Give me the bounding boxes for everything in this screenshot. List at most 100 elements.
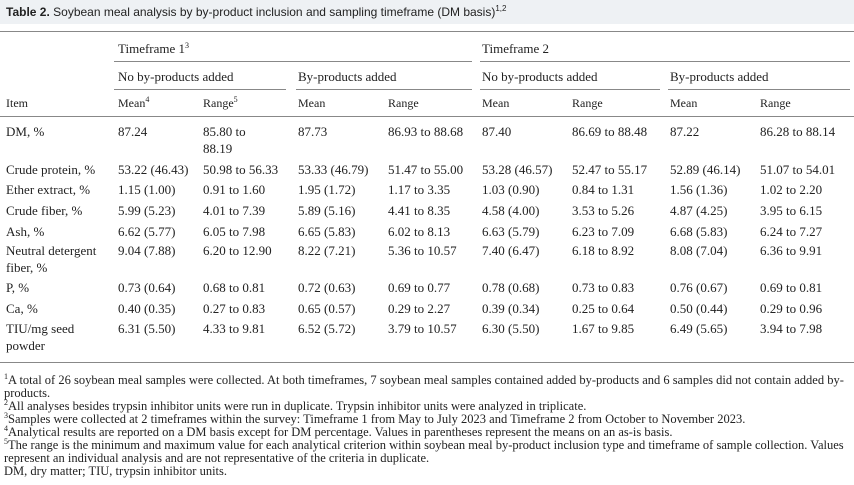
cell: 6.02 to 8.13 [388, 224, 451, 239]
timeframe-header: Timeframe 2 [482, 40, 549, 57]
cell: 4.41 to 8.35 [388, 203, 451, 218]
cell: 8.08 (7.04) [670, 243, 728, 258]
footnote: 5The range is the minimum and maximum va… [4, 437, 844, 465]
footnote-marker: 5 [4, 437, 8, 446]
rule [0, 31, 854, 32]
footnote-marker: 2 [4, 398, 8, 407]
cell: 6.05 to 7.98 [203, 224, 266, 239]
cell: 0.84 to 1.31 [572, 182, 635, 197]
timeframe-header: Timeframe 13 [118, 40, 189, 57]
cell: 3.79 to 10.57 [388, 321, 457, 336]
cell: 51.47 to 55.00 [388, 162, 464, 177]
cell: 1.95 (1.72) [298, 182, 356, 197]
cell: 87.22 [670, 124, 700, 139]
cell: 1.02 to 2.20 [760, 182, 823, 197]
column-header-text: Range [203, 96, 234, 110]
cell: 85.80 to 88.19 [203, 124, 246, 156]
footnote: 2All analyses besides trypsin inhibitor … [4, 398, 844, 413]
footnote-text: The range is the minimum and maximum val… [4, 438, 844, 465]
column-header-text: Range [760, 96, 791, 110]
cell: 6.31 (5.50) [118, 321, 176, 336]
column-header-text: Mean [482, 96, 510, 110]
column-header-text: Range [388, 96, 419, 110]
column-header-text: Mean [118, 96, 146, 110]
cell: 6.68 (5.83) [670, 224, 728, 239]
column-header-text: Mean [670, 96, 698, 110]
cell: 5.36 to 10.57 [388, 243, 457, 258]
cell: 0.39 (0.34) [482, 301, 540, 316]
column-header: Range [760, 95, 791, 112]
cell: 5.99 (5.23) [118, 203, 176, 218]
cell: 0.91 to 1.60 [203, 182, 266, 197]
item-header: Item [6, 96, 28, 110]
cell: 0.40 (0.35) [118, 301, 176, 316]
cell: 5.89 (5.16) [298, 203, 356, 218]
timeframe-header-text: Timeframe 2 [482, 41, 550, 56]
cell: 1.15 (1.00) [118, 182, 176, 197]
cell: 0.65 (0.57) [298, 301, 356, 316]
column-header: Mean4 [118, 95, 149, 112]
cell: 0.50 (0.44) [670, 301, 728, 316]
column-header: Range [572, 95, 603, 112]
rule [296, 89, 472, 90]
column-header-sup: 5 [233, 95, 238, 104]
footnote-marker: 4 [4, 424, 8, 433]
row-label: Neutral detergent fiber, % [6, 243, 97, 275]
cell: 3.95 to 6.15 [760, 203, 823, 218]
row-label: P, % [6, 280, 30, 295]
cell: 0.69 to 0.81 [760, 280, 823, 295]
row-label: Ca, % [6, 301, 38, 316]
cell: 4.01 to 7.39 [203, 203, 266, 218]
cell: 6.20 to 12.90 [203, 243, 272, 258]
rule [0, 116, 854, 117]
cell: 86.93 to 88.68 [388, 124, 464, 139]
rule [480, 89, 660, 90]
rule [668, 89, 850, 90]
cell: 0.29 to 2.27 [388, 301, 451, 316]
group-header: By-products added [298, 69, 397, 84]
title-sup: 1,2 [495, 4, 507, 13]
row-label: Ash, % [6, 224, 45, 239]
column-header: Mean [670, 95, 697, 112]
row-label: Ether extract, % [6, 182, 91, 197]
cell: 0.72 (0.63) [298, 280, 356, 295]
rule [0, 362, 854, 363]
cell: 87.40 [482, 124, 512, 139]
column-header-text: Mean [298, 96, 326, 110]
footnote-text: All analyses besides trypsin inhibitor u… [8, 399, 587, 413]
cell: 7.40 (6.47) [482, 243, 540, 258]
rule [114, 89, 286, 90]
cell: 6.62 (5.77) [118, 224, 176, 239]
column-header: Mean [482, 95, 509, 112]
cell: 4.58 (4.00) [482, 203, 540, 218]
row-label: TIU/mg seed powder [6, 321, 75, 353]
column-header: Range [388, 95, 419, 112]
timeframe-header-sup: 3 [185, 41, 190, 50]
cell: 0.69 to 0.77 [388, 280, 451, 295]
footnote: 1A total of 26 soybean meal samples were… [4, 372, 844, 400]
cell: 1.56 (1.36) [670, 182, 728, 197]
footnote: 3Samples were collected at 2 timeframes … [4, 411, 844, 426]
footnote-marker: 1 [4, 372, 8, 381]
column-header-text: Range [572, 96, 603, 110]
cell: 50.98 to 56.33 [203, 162, 279, 177]
row-label: Crude protein, % [6, 162, 96, 177]
cell: 1.67 to 9.85 [572, 321, 635, 336]
cell: 53.28 (46.57) [482, 162, 553, 177]
group-header: No by-products added [482, 69, 598, 84]
cell: 86.69 to 88.48 [572, 124, 648, 139]
rule [114, 61, 472, 62]
footnote: 4Analytical results are reported on a DM… [4, 424, 844, 439]
footnote: DM, dry matter; TIU, trypsin inhibitor u… [4, 465, 844, 478]
cell: 0.73 to 0.83 [572, 280, 635, 295]
row-label: Crude fiber, % [6, 203, 83, 218]
title-bar: Table 2. Soybean meal analysis by by-pro… [0, 0, 854, 24]
column-header: Range5 [203, 95, 238, 112]
footnote-marker: 3 [4, 411, 8, 420]
cell: 0.73 (0.64) [118, 280, 176, 295]
cell: 0.78 (0.68) [482, 280, 540, 295]
footnote-text: A total of 26 soybean meal samples were … [4, 373, 844, 400]
column-header: Mean [298, 95, 325, 112]
cell: 86.28 to 88.14 [760, 124, 836, 139]
footnote-text: Samples were collected at 2 timeframes w… [8, 412, 746, 426]
